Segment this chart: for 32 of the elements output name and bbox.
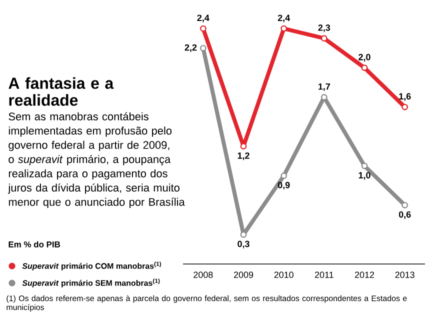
point [200, 44, 206, 52]
text: Sem as manobras contábeis implementadas em profusão pelo governo federal a partir de 2009, o superavit primário, a poupança realizada para o pagamento dos juros da dívida pública, seria muito menor que o anunciado por Brasília [8, 112, 185, 208]
point [320, 94, 328, 100]
data-label: 0,6 [398, 211, 411, 219]
x-tick-label: 2013 [395, 272, 414, 278]
point [402, 202, 408, 208]
point [402, 104, 408, 110]
x-tick-label: 2009 [234, 272, 254, 278]
text: A fantasia e a realidade [8, 77, 114, 106]
point [320, 35, 328, 42]
point [361, 64, 368, 71]
data-label: 1,7 [318, 83, 330, 92]
point [280, 172, 288, 179]
point [240, 143, 247, 150]
data-label: 2,4 [278, 14, 290, 22]
data-label: 1,0 [358, 172, 370, 180]
data-label: 2,4 [197, 14, 210, 22]
point [361, 162, 368, 170]
data-label: 2,0 [358, 54, 370, 62]
data-label: 1,2 [238, 152, 250, 160]
text: Em % do PIB [8, 241, 60, 248]
data-label: 1,6 [399, 93, 411, 101]
data-label: 0,3 [238, 240, 250, 248]
x-tick-label: 2011 [314, 272, 334, 278]
x-tick-label: 2012 [354, 272, 374, 278]
data-label: 2,3 [318, 24, 330, 32]
point [200, 25, 206, 32]
data-label: 2,2 [184, 44, 197, 52]
x-tick-label: 2008 [194, 272, 213, 278]
data-label: 0,9 [278, 182, 290, 190]
x-tick-label: 2010 [274, 272, 294, 278]
point [280, 25, 288, 32]
